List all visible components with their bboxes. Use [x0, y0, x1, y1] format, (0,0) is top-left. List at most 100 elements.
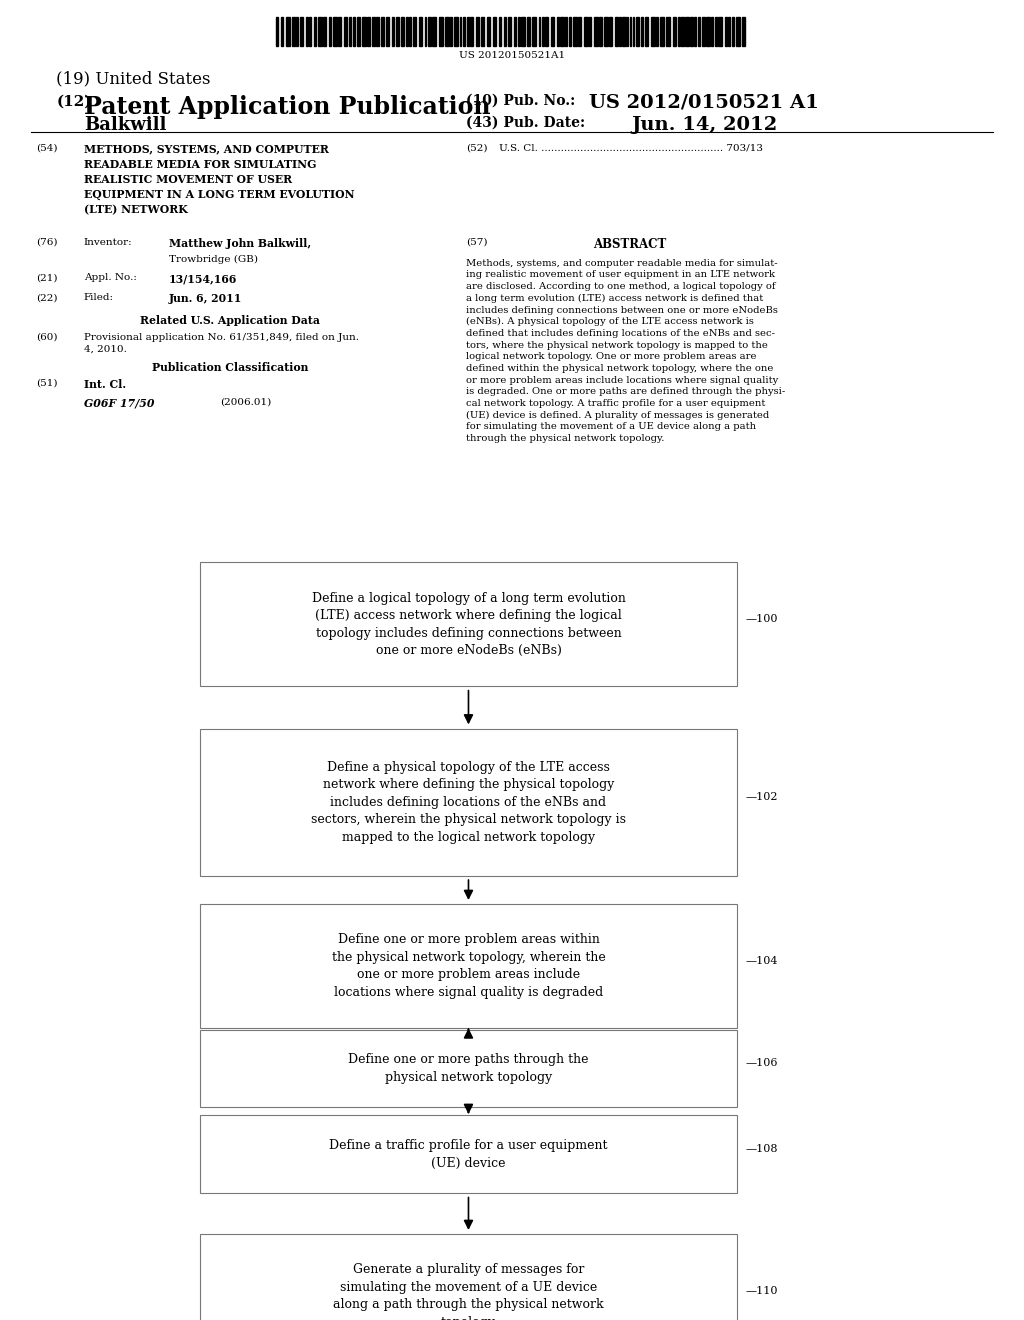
Bar: [589, 17, 591, 46]
Text: Related U.S. Application Data: Related U.S. Application Data: [140, 315, 321, 326]
Text: —104: —104: [745, 956, 778, 966]
Bar: [711, 17, 713, 46]
Text: (51): (51): [36, 379, 57, 388]
Bar: [623, 17, 626, 46]
Bar: [406, 17, 409, 46]
Bar: [604, 17, 608, 46]
Bar: [694, 17, 696, 46]
Text: Define a traffic profile for a user equipment
(UE) device: Define a traffic profile for a user equi…: [330, 1139, 607, 1170]
Bar: [344, 17, 347, 46]
Bar: [425, 17, 426, 46]
Bar: [641, 17, 643, 46]
Bar: [542, 17, 545, 46]
Bar: [728, 17, 730, 46]
Bar: [679, 17, 680, 46]
Bar: [532, 17, 536, 46]
Text: (12): (12): [56, 95, 92, 110]
Bar: [338, 17, 341, 46]
Bar: [742, 17, 745, 46]
Bar: [573, 17, 578, 46]
Text: (22): (22): [36, 293, 57, 302]
Text: Publication Classification: Publication Classification: [153, 362, 308, 372]
Bar: [673, 17, 676, 46]
Text: Jun. 6, 2011: Jun. 6, 2011: [169, 293, 243, 304]
Bar: [276, 17, 279, 46]
Text: —106: —106: [745, 1059, 778, 1068]
Text: Balkwill: Balkwill: [84, 116, 166, 135]
Bar: [410, 17, 411, 46]
Text: METHODS, SYSTEMS, AND COMPUTER
READABLE MEDIA FOR SIMULATING
REALISTIC MOVEMENT : METHODS, SYSTEMS, AND COMPUTER READABLE …: [84, 144, 354, 215]
Bar: [439, 17, 443, 46]
Text: —110: —110: [745, 1286, 778, 1296]
Bar: [504, 17, 506, 46]
Bar: [715, 17, 717, 46]
Text: ABSTRACT: ABSTRACT: [593, 238, 667, 251]
Bar: [286, 17, 290, 46]
Bar: [292, 17, 295, 46]
Bar: [521, 17, 525, 46]
Bar: [539, 17, 540, 46]
Bar: [560, 17, 563, 46]
Bar: [551, 17, 554, 46]
Bar: [725, 17, 727, 46]
Bar: [660, 17, 665, 46]
Bar: [353, 17, 355, 46]
Bar: [362, 17, 366, 46]
Bar: [368, 17, 371, 46]
Bar: [460, 17, 461, 46]
Bar: [557, 17, 559, 46]
Bar: [698, 17, 699, 46]
Text: (2006.01): (2006.01): [220, 397, 271, 407]
Bar: [584, 17, 588, 46]
Bar: [645, 17, 647, 46]
Bar: [200, 1115, 737, 1193]
Bar: [599, 17, 602, 46]
Bar: [481, 17, 484, 46]
Bar: [701, 17, 705, 46]
Text: (52): (52): [466, 144, 487, 153]
Text: Appl. No.:: Appl. No.:: [84, 273, 137, 282]
Bar: [719, 17, 722, 46]
Bar: [514, 17, 516, 46]
Bar: [200, 1234, 737, 1320]
Text: US 20120150521A1: US 20120150521A1: [459, 51, 565, 61]
Text: (19) United States: (19) United States: [56, 70, 211, 87]
Bar: [357, 17, 359, 46]
Bar: [565, 17, 566, 46]
Bar: [372, 17, 375, 46]
Bar: [689, 17, 692, 46]
Bar: [594, 17, 598, 46]
Bar: [486, 17, 490, 46]
Text: Methods, systems, and computer readable media for simulat-
ing realistic movemen: Methods, systems, and computer readable …: [466, 259, 785, 444]
Text: Filed:: Filed:: [84, 293, 114, 302]
Bar: [633, 17, 634, 46]
Bar: [419, 17, 423, 46]
Bar: [630, 17, 632, 46]
Bar: [467, 17, 469, 46]
Bar: [681, 17, 684, 46]
Bar: [476, 17, 479, 46]
Bar: [386, 17, 389, 46]
Text: Int. Cl.: Int. Cl.: [84, 379, 126, 389]
Text: Define a physical topology of the LTE access
network where defining the physical: Define a physical topology of the LTE ac…: [311, 760, 626, 843]
Bar: [349, 17, 351, 46]
Text: U.S. Cl. ........................................................ 703/13: U.S. Cl. ...............................…: [499, 144, 763, 153]
Bar: [636, 17, 639, 46]
Bar: [296, 17, 298, 46]
Bar: [732, 17, 734, 46]
Text: Matthew John Balkwill,: Matthew John Balkwill,: [169, 238, 311, 248]
Text: Define a logical topology of a long term evolution
(LTE) access network where de: Define a logical topology of a long term…: [311, 591, 626, 657]
Bar: [685, 17, 688, 46]
Text: Jun. 14, 2012: Jun. 14, 2012: [632, 116, 778, 135]
Bar: [334, 17, 337, 46]
Text: (10) Pub. No.:: (10) Pub. No.:: [466, 94, 575, 108]
Bar: [300, 17, 303, 46]
Text: Provisional application No. 61/351,849, filed on Jun.
4, 2010.: Provisional application No. 61/351,849, …: [84, 333, 359, 354]
Text: —108: —108: [745, 1144, 778, 1154]
Bar: [656, 17, 657, 46]
Bar: [667, 17, 670, 46]
Bar: [579, 17, 581, 46]
Bar: [376, 17, 379, 46]
Bar: [324, 17, 326, 46]
Text: (60): (60): [36, 333, 57, 342]
